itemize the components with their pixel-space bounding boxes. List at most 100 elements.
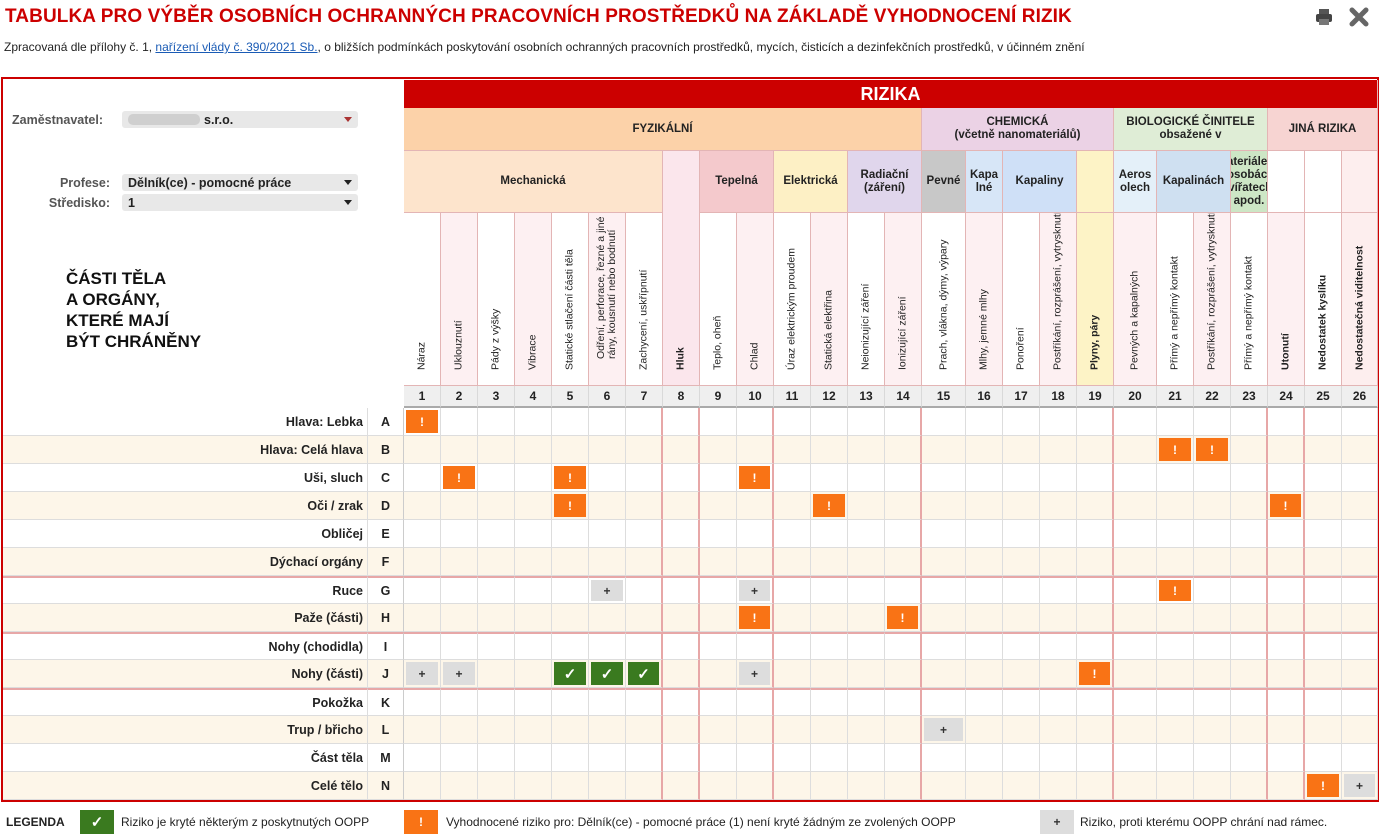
risk-cell[interactable] [626,632,663,660]
risk-cell[interactable] [922,604,966,632]
risk-cell[interactable] [1305,520,1342,548]
risk-cell[interactable] [1268,464,1305,492]
risk-cell[interactable] [811,464,848,492]
risk-cell[interactable]: ! [1268,492,1305,520]
risk-cell[interactable] [1342,436,1378,464]
risk-cell[interactable] [885,744,922,772]
risk-cell[interactable] [552,744,589,772]
risk-cell[interactable] [1231,548,1268,576]
risk-cell[interactable] [1077,688,1114,716]
warning-icon[interactable]: ! [1196,438,1228,461]
risk-cell[interactable] [1194,716,1231,744]
risk-cell[interactable] [774,660,811,688]
risk-cell[interactable] [1114,604,1157,632]
risk-cell[interactable] [663,520,700,548]
risk-cell[interactable] [478,492,515,520]
risk-cell[interactable] [966,632,1003,660]
risk-cell[interactable] [848,464,885,492]
risk-cell[interactable] [700,716,737,744]
risk-cell[interactable] [1077,436,1114,464]
risk-cell[interactable] [885,688,922,716]
risk-cell[interactable] [663,492,700,520]
risk-cell[interactable] [1194,492,1231,520]
risk-cell[interactable] [1342,716,1378,744]
risk-cell[interactable]: ! [1157,436,1194,464]
risk-cell[interactable] [1305,660,1342,688]
risk-cell[interactable] [1114,716,1157,744]
risk-cell[interactable] [589,492,626,520]
risk-cell[interactable] [966,688,1003,716]
risk-cell[interactable] [515,464,552,492]
risk-cell[interactable] [515,408,552,436]
risk-cell[interactable] [774,772,811,800]
risk-cell[interactable] [1003,660,1040,688]
risk-cell[interactable] [589,436,626,464]
risk-cell[interactable] [1342,408,1378,436]
risk-cell[interactable] [515,772,552,800]
risk-cell[interactable] [1114,548,1157,576]
risk-cell[interactable] [1194,688,1231,716]
print-icon[interactable] [1312,5,1336,29]
risk-cell[interactable] [478,632,515,660]
risk-cell[interactable] [774,716,811,744]
risk-cell[interactable] [700,464,737,492]
risk-cell[interactable] [1342,688,1378,716]
risk-cell[interactable] [626,744,663,772]
risk-cell[interactable] [1194,772,1231,800]
risk-cell[interactable] [515,520,552,548]
risk-cell[interactable]: ! [552,464,589,492]
risk-cell[interactable] [626,492,663,520]
plus-icon[interactable]: + [739,580,770,601]
risk-cell[interactable] [1305,492,1342,520]
risk-cell[interactable] [1040,772,1077,800]
risk-cell[interactable] [966,772,1003,800]
risk-cell[interactable] [700,632,737,660]
risk-cell[interactable] [663,464,700,492]
risk-cell[interactable] [1003,408,1040,436]
risk-cell[interactable] [1077,772,1114,800]
risk-cell[interactable] [1114,660,1157,688]
risk-cell[interactable] [626,688,663,716]
risk-cell[interactable] [1114,772,1157,800]
risk-cell[interactable] [737,632,774,660]
warning-icon[interactable]: ! [1270,494,1301,517]
risk-cell[interactable] [552,408,589,436]
risk-cell[interactable] [478,744,515,772]
risk-cell[interactable] [663,772,700,800]
risk-cell[interactable] [1305,604,1342,632]
risk-cell[interactable]: ! [885,604,922,632]
risk-cell[interactable] [589,744,626,772]
risk-cell[interactable] [626,576,663,604]
risk-cell[interactable] [966,576,1003,604]
risk-cell[interactable] [1114,408,1157,436]
risk-cell[interactable] [885,464,922,492]
risk-cell[interactable] [1231,492,1268,520]
risk-cell[interactable] [1040,548,1077,576]
risk-cell[interactable] [1040,604,1077,632]
risk-cell[interactable] [515,548,552,576]
risk-cell[interactable] [811,688,848,716]
warning-icon[interactable]: ! [887,606,918,629]
risk-cell[interactable] [552,716,589,744]
risk-cell[interactable] [1194,576,1231,604]
risk-cell[interactable] [774,632,811,660]
risk-cell[interactable] [589,520,626,548]
risk-cell[interactable] [626,716,663,744]
risk-cell[interactable] [404,576,441,604]
risk-cell[interactable] [1342,632,1378,660]
plus-icon[interactable]: + [1344,774,1375,797]
risk-cell[interactable] [1342,492,1378,520]
risk-cell[interactable] [1342,744,1378,772]
risk-cell[interactable] [1194,520,1231,548]
risk-cell[interactable] [1040,688,1077,716]
warning-icon[interactable]: ! [1159,580,1191,601]
risk-cell[interactable] [1342,576,1378,604]
risk-cell[interactable] [922,548,966,576]
risk-cell[interactable] [626,408,663,436]
risk-cell[interactable] [700,436,737,464]
plus-icon[interactable]: + [591,580,623,601]
risk-cell[interactable] [1077,716,1114,744]
risk-cell[interactable] [478,576,515,604]
risk-cell[interactable]: + [737,660,774,688]
risk-cell[interactable] [922,436,966,464]
